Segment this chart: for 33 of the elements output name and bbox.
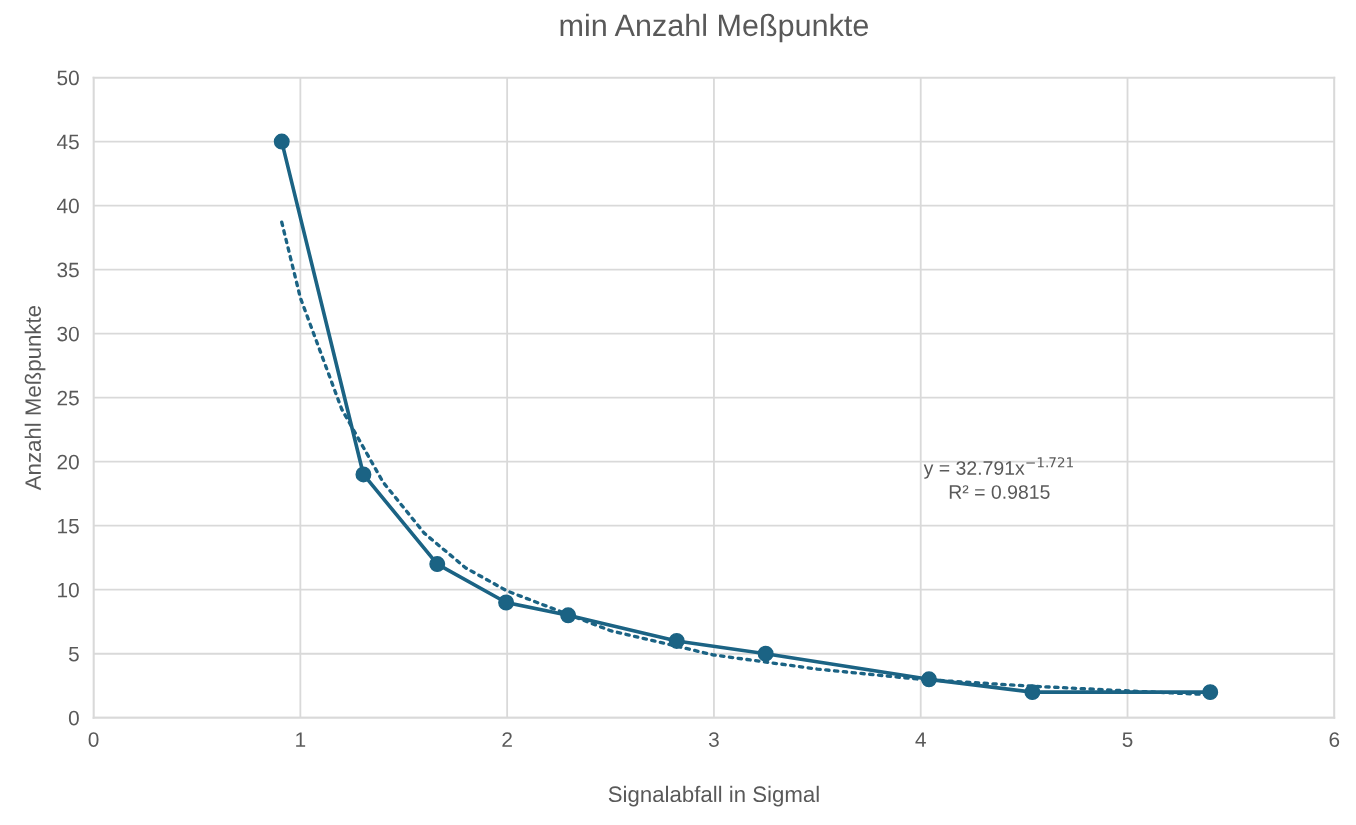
y-tick-label: 10 — [58, 582, 79, 598]
point — [1024, 684, 1041, 701]
y-tick-label: 50 — [57, 70, 79, 86]
point — [560, 607, 577, 624]
point — [1202, 684, 1219, 701]
y-tick-label: 45 — [56, 134, 79, 150]
y-axis-title: Anzahl Meßpunkte — [24, 305, 46, 491]
point — [273, 133, 290, 150]
y-tick-label: 15 — [58, 518, 79, 534]
x-tick-label: 5 — [1122, 732, 1133, 747]
y-tick-label: 35 — [57, 262, 79, 278]
x-tick-label: 2 — [502, 732, 512, 747]
point — [668, 632, 685, 649]
point — [757, 645, 774, 662]
x-tick-label: 0 — [88, 732, 99, 747]
point — [429, 556, 446, 573]
x-axis-title: Signalabfall in Sigmal — [608, 785, 819, 807]
y-tick-label: 30 — [57, 326, 79, 342]
chart-title: min Anzahl Meßpunkte — [560, 13, 868, 43]
x-tick-label: 4 — [915, 732, 926, 747]
point — [498, 594, 515, 611]
x-tick-label: 1 — [296, 732, 306, 747]
annotation: R² = 0.9815 — [949, 485, 1050, 499]
y-tick-label: 25 — [57, 390, 79, 406]
point — [355, 466, 372, 483]
y-tick-label: 20 — [57, 454, 79, 470]
annotation: y = 32.791x$^{−1.721}$ — [923, 457, 1073, 479]
y-tick-label: 0 — [68, 710, 79, 726]
y-tick-label: 40 — [56, 198, 79, 214]
x-tick-label: 3 — [708, 732, 719, 747]
x-tick-label: 6 — [1329, 732, 1340, 747]
y-tick-label: 5 — [68, 646, 79, 662]
point — [921, 671, 937, 688]
